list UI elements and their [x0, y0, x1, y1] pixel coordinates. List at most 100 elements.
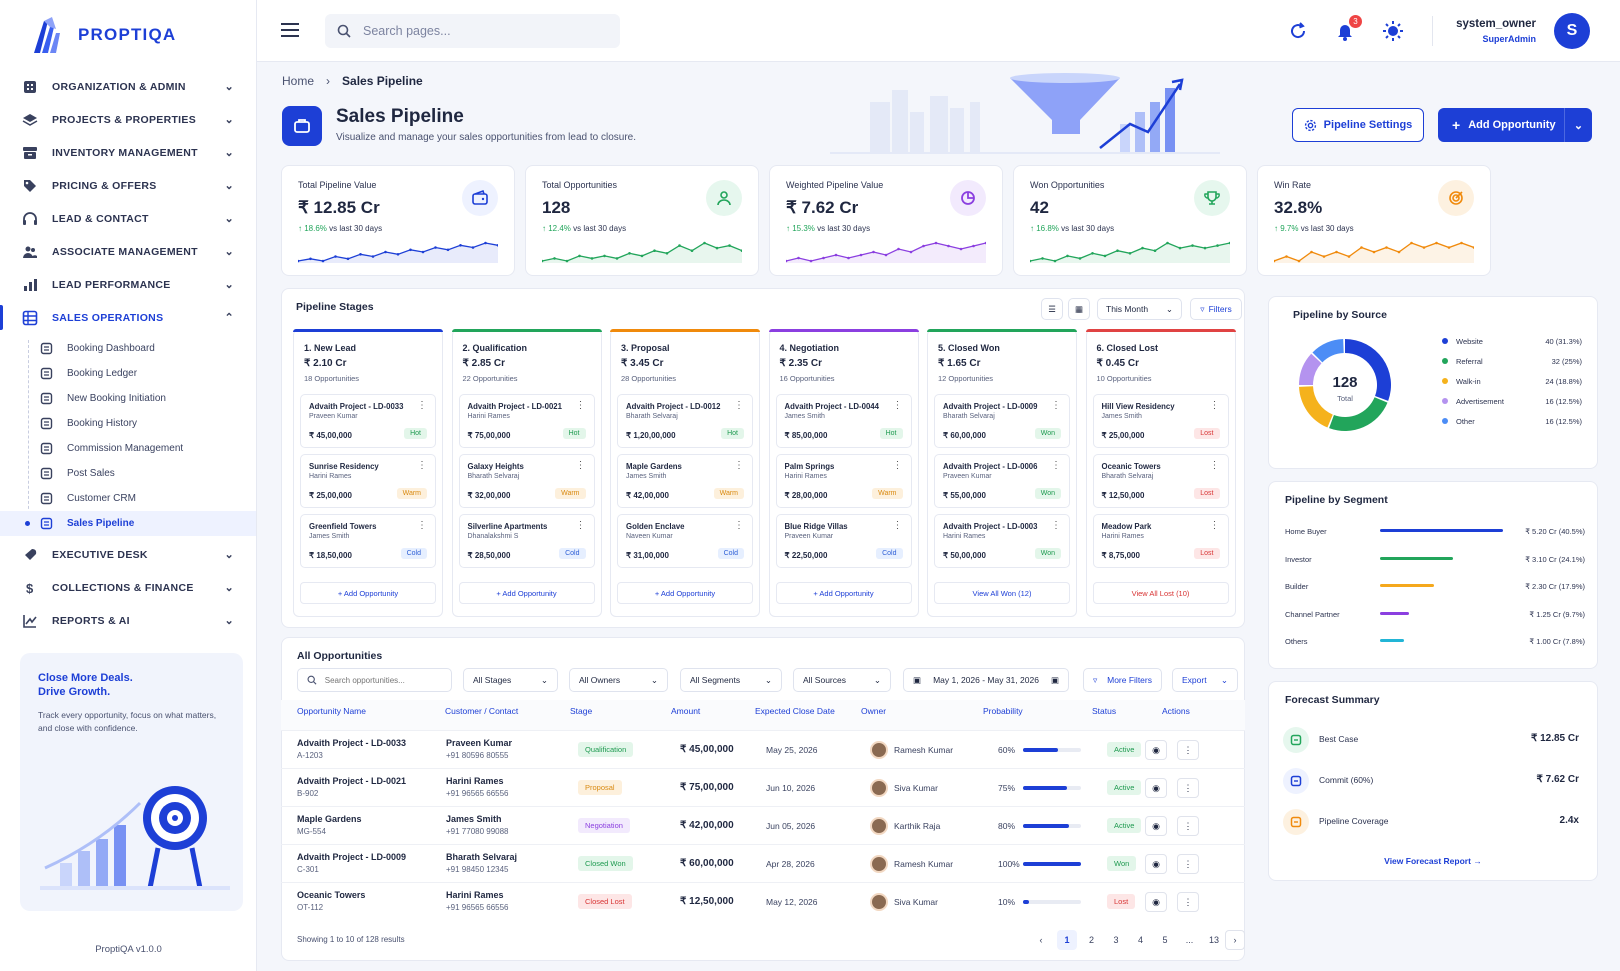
view-button[interactable]: ◉ [1145, 854, 1167, 874]
stage-action-button[interactable]: + Add Opportunity [458, 582, 595, 604]
nav-pricing-offers[interactable]: PRICING & OFFERS ⌄ [0, 169, 256, 202]
opportunity-card[interactable]: Advaith Project - LD-0009 Bharath Selvara… [934, 394, 1070, 448]
more-vertical-icon[interactable]: ⋮ [1209, 520, 1220, 531]
more-vertical-icon[interactable]: ⋮ [575, 460, 586, 471]
more-vertical-icon[interactable]: ⋮ [734, 460, 744, 471]
board-view-button[interactable]: ▦ [1068, 298, 1090, 320]
page-button[interactable]: 2 [1088, 935, 1094, 945]
column-header[interactable]: Stage [570, 706, 593, 716]
column-header[interactable]: Owner [861, 706, 887, 716]
nav-executive-desk[interactable]: EXECUTIVE DESK ⌄ [0, 538, 256, 571]
opportunity-card[interactable]: Galaxy Heights Bharath Selvaraj ₹ 32,00,00… [458, 454, 595, 508]
row-more-button[interactable]: ⋮ [1177, 816, 1199, 836]
table-row[interactable]: Maple Gardens MG-554 James Smith +91 77080 … [281, 806, 1245, 844]
column-header[interactable]: Amount [671, 706, 701, 716]
opportunity-card[interactable]: Advaith Project - LD-0021 Harini Rames ₹ 7… [458, 394, 595, 448]
donut-slice-website[interactable] [1345, 339, 1391, 401]
opportunity-card[interactable]: Advaith Project - LD-0033 Praveen Kumar ₹ … [300, 394, 436, 448]
page-button[interactable]: 4 [1137, 935, 1143, 945]
kpi-card-won-opportunities[interactable]: Won Opportunities 42 ↑ 16.8% vs last 30 da… [1013, 165, 1247, 276]
more-vertical-icon[interactable]: ⋮ [575, 400, 586, 411]
nav-lead-contact[interactable]: LEAD & CONTACT ⌄ [0, 202, 256, 235]
row-more-button[interactable]: ⋮ [1177, 892, 1199, 912]
column-header[interactable]: Status [1092, 706, 1117, 716]
kpi-card-weighted-pipeline-value[interactable]: Weighted Pipeline Value ₹ 7.62 Cr ↑ 15.3% … [769, 165, 1003, 276]
opportunity-card[interactable]: Oceanic Towers Bharath Selvaraj ₹ 12,50,00… [1092, 454, 1229, 508]
period-select[interactable]: This Month ⌄ [1097, 298, 1182, 320]
row-more-button[interactable]: ⋮ [1177, 778, 1199, 798]
subnav-new-booking-initiation[interactable]: New Booking Initiation [28, 386, 256, 411]
row-opportunity-name[interactable]: Maple Gardens [297, 814, 362, 824]
stage-action-button[interactable]: + Add Opportunity [300, 582, 436, 604]
more-vertical-icon[interactable]: ⋮ [1051, 460, 1061, 471]
nav-organization-admin[interactable]: ORGANIZATION & ADMIN ⌄ [0, 70, 256, 103]
column-header[interactable]: Expected Close Date [755, 706, 835, 716]
opportunity-card[interactable]: Silverline Apartments Dhanalakshmi S ₹ 28,… [458, 514, 595, 568]
opportunity-card[interactable]: Sunrise Residency Harini Rames ₹ 25,00,000… [300, 454, 436, 508]
subnav-booking-history[interactable]: Booking History [28, 411, 256, 436]
more-vertical-icon[interactable]: ⋮ [417, 520, 427, 531]
view-button[interactable]: ◉ [1145, 778, 1167, 798]
table-row[interactable]: Advaith Project - LD-0009 C-301 Bharath Se… [281, 844, 1245, 882]
more-vertical-icon[interactable]: ⋮ [575, 520, 586, 531]
table-row[interactable]: Advaith Project - LD-0033 A-1203 Praveen K… [281, 730, 1245, 768]
row-opportunity-name[interactable]: Advaith Project - LD-0021 [297, 776, 407, 786]
donut-slice-advertisement[interactable] [1299, 353, 1322, 385]
subnav-post-sales[interactable]: Post Sales [28, 461, 256, 486]
pipeline-settings-button[interactable]: Pipeline Settings [1292, 108, 1424, 142]
stage-action-button[interactable]: View All Lost (10) [1092, 582, 1229, 604]
opportunity-card[interactable]: Advaith Project - LD-0006 Praveen Kumar ₹ … [934, 454, 1070, 508]
view-button[interactable]: ◉ [1145, 740, 1167, 760]
prev-page-button[interactable]: ‹ [1039, 935, 1043, 945]
more-vertical-icon[interactable]: ⋮ [734, 520, 744, 531]
search-input[interactable] [363, 24, 593, 38]
opportunity-card[interactable]: Hill View Residency James Smith ₹ 25,00,00… [1092, 394, 1229, 448]
nav-projects-properties[interactable]: PROJECTS & PROPERTIES ⌄ [0, 103, 256, 136]
column-header[interactable]: Actions [1162, 706, 1190, 716]
menu-icon[interactable] [281, 23, 299, 37]
more-vertical-icon[interactable]: ⋮ [1051, 400, 1061, 411]
source-filter[interactable]: All Sources ⌄ [793, 668, 891, 692]
stage-filter[interactable]: All Stages ⌄ [463, 668, 558, 692]
more-vertical-icon[interactable]: ⋮ [1209, 460, 1220, 471]
opportunity-card[interactable]: Golden Enclave Naveen Kumar ₹ 31,00,000 ⋮ Co… [617, 514, 753, 568]
row-more-button[interactable]: ⋮ [1177, 854, 1199, 874]
nav-collections-finance[interactable]: $ COLLECTIONS & FINANCE ⌄ [0, 571, 256, 604]
next-page-button[interactable]: › [1225, 930, 1245, 950]
refresh-button[interactable] [1286, 19, 1310, 43]
notifications-button[interactable]: 3 [1333, 15, 1362, 43]
table-row[interactable]: Oceanic Towers OT-112 Harini Rames +91 9656… [281, 882, 1245, 920]
page-button[interactable]: 5 [1162, 935, 1168, 945]
more-vertical-icon[interactable]: ⋮ [734, 400, 744, 411]
stage-action-button[interactable]: + Add Opportunity [775, 582, 912, 604]
subnav-booking-dashboard[interactable]: Booking Dashboard [28, 336, 256, 361]
add-opportunity-button[interactable]: + Add Opportunity ⌄ [1438, 108, 1592, 142]
opportunity-search-input[interactable] [324, 675, 442, 685]
segment-filter[interactable]: All Segments ⌄ [680, 668, 782, 692]
more-vertical-icon[interactable]: ⋮ [892, 400, 903, 411]
subnav-customer-crm[interactable]: Customer CRM [28, 486, 256, 511]
nav-associate-management[interactable]: ASSOCIATE MANAGEMENT ⌄ [0, 235, 256, 268]
subnav-sales-pipeline[interactable]: Sales Pipeline [0, 511, 256, 536]
opportunity-card[interactable]: Maple Gardens James Smith ₹ 42,00,000 ⋮ Warm [617, 454, 753, 508]
nav-lead-performance[interactable]: LEAD PERFORMANCE ⌄ [0, 268, 256, 301]
nav-inventory-management[interactable]: INVENTORY MANAGEMENT ⌄ [0, 136, 256, 169]
opportunity-card[interactable]: Meadow Park Harini Rames ₹ 8,75,000 ⋮ Lost [1092, 514, 1229, 568]
column-header[interactable]: Opportunity Name [297, 706, 366, 716]
export-button[interactable]: Export ⌄ [1172, 668, 1238, 692]
opportunity-card[interactable]: Advaith Project - LD-0044 James Smith ₹ 85… [775, 394, 912, 448]
row-opportunity-name[interactable]: Advaith Project - LD-0033 [297, 738, 407, 748]
column-header[interactable]: Customer / Contact [445, 706, 519, 716]
donut-slice-referral[interactable] [1329, 397, 1388, 431]
view-button[interactable]: ◉ [1145, 892, 1167, 912]
list-view-button[interactable]: ☰ [1041, 298, 1063, 320]
date-range-picker[interactable]: ▣ May 1, 2026 - May 31, 2026 ▣ [903, 668, 1069, 692]
donut-slice-walk-in[interactable] [1299, 386, 1333, 428]
chevron-down-icon[interactable]: ⌄ [1564, 108, 1592, 142]
row-more-button[interactable]: ⋮ [1177, 740, 1199, 760]
opportunity-card[interactable]: Blue Ridge Villas Praveen Kumar ₹ 22,50,00… [775, 514, 912, 568]
view-forecast-link[interactable]: View Forecast Report → [1268, 856, 1598, 866]
column-header[interactable]: Probability [983, 706, 1023, 716]
avatar[interactable]: S [1554, 13, 1590, 49]
stage-action-button[interactable]: + Add Opportunity [617, 582, 753, 604]
